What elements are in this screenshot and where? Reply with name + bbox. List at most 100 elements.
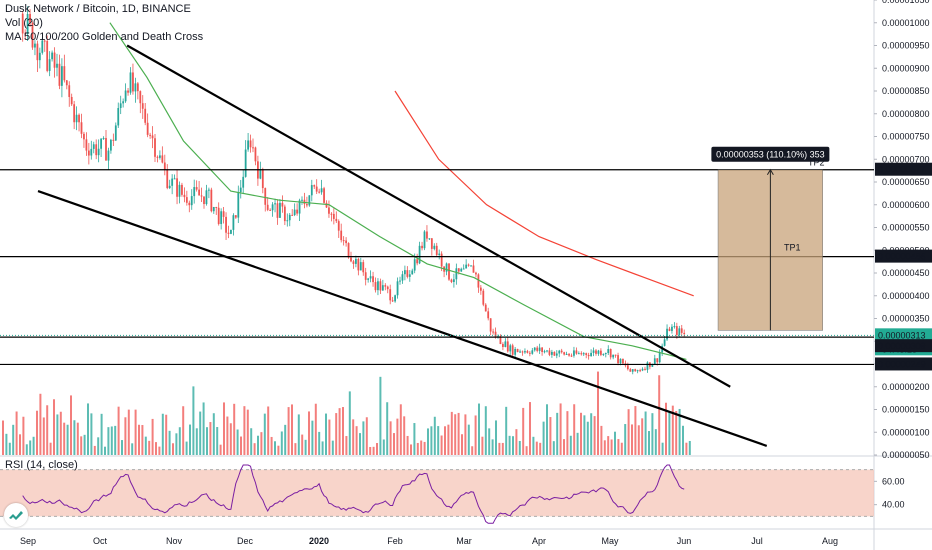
candle-body xyxy=(634,369,637,372)
volume-bar xyxy=(97,437,100,455)
candle-body xyxy=(75,114,78,123)
volume-bar xyxy=(240,436,242,455)
volume-bar xyxy=(76,422,79,455)
candle-body xyxy=(369,276,372,279)
candle-body xyxy=(465,264,468,269)
volume-bar xyxy=(675,411,678,455)
volume-bar xyxy=(423,441,426,455)
candle-body xyxy=(190,196,193,206)
price-tick-label: 0.00000900 xyxy=(882,63,930,73)
volume-bar xyxy=(250,428,253,455)
rsi-legend: RSI (14, close) xyxy=(5,459,78,471)
candle-body xyxy=(114,125,117,141)
price-tick-label: 0.00000850 xyxy=(882,86,930,96)
candle-body xyxy=(587,354,590,357)
volume-bar xyxy=(304,439,307,455)
candle-body xyxy=(53,52,56,68)
candle-body xyxy=(541,347,543,352)
candle-body xyxy=(399,280,401,282)
wedge-upper-line[interactable] xyxy=(126,44,731,388)
volume-bar xyxy=(610,439,613,455)
candle-body xyxy=(156,156,159,158)
candle-body xyxy=(293,209,296,216)
volume-bar xyxy=(593,416,596,455)
candle-body xyxy=(43,40,46,42)
time-tick-label: Aug xyxy=(822,536,838,546)
candle-body xyxy=(467,264,470,266)
volume-bar xyxy=(172,443,174,455)
candle-body xyxy=(479,287,482,291)
volume-bar xyxy=(559,403,562,455)
volume-bar xyxy=(461,434,463,455)
candle-body xyxy=(394,295,396,302)
candle-body xyxy=(34,43,36,48)
tradingview-logo-icon[interactable] xyxy=(4,503,28,527)
candle-body xyxy=(533,347,536,351)
candle-body xyxy=(313,185,316,187)
time-tick-label: Nov xyxy=(166,536,183,546)
candle-body xyxy=(597,350,600,354)
candle-body xyxy=(252,147,254,149)
rsi-tick-label: 40.00 xyxy=(882,500,905,510)
volume-bar xyxy=(416,442,419,455)
volume-bar xyxy=(498,442,501,455)
volume-bar xyxy=(430,426,433,455)
candle-body xyxy=(563,352,566,355)
volume-bar xyxy=(359,433,361,455)
candle-body xyxy=(58,63,61,86)
volume-bar xyxy=(100,413,103,455)
candle-body xyxy=(141,103,144,109)
volume-bar xyxy=(314,403,317,455)
candle-body xyxy=(592,350,595,353)
volume-bar xyxy=(406,435,409,455)
candle-body xyxy=(308,195,311,206)
volume-bar xyxy=(457,412,460,455)
support-b-price-label: 0.00000249 xyxy=(878,359,926,369)
volume-bar xyxy=(168,430,171,455)
candle-body xyxy=(590,352,592,357)
candle-body xyxy=(381,285,384,291)
candle-body xyxy=(663,339,666,346)
candle-body xyxy=(110,139,112,151)
volume-bar xyxy=(474,415,477,455)
candle-body xyxy=(355,258,357,264)
candle-body xyxy=(595,350,597,354)
candle-body xyxy=(301,199,303,201)
candle-body xyxy=(580,353,583,355)
candle-body xyxy=(675,326,678,335)
candle-body xyxy=(274,203,276,205)
candle-body xyxy=(92,144,95,149)
candle-body xyxy=(401,274,404,281)
candle-body xyxy=(526,351,529,353)
candle-body xyxy=(222,211,225,217)
volume-bar xyxy=(294,443,297,455)
volume-legend: Vol (20) xyxy=(5,17,43,29)
volume-bar xyxy=(83,434,86,455)
volume-bar xyxy=(464,414,467,455)
candle-body xyxy=(504,341,507,347)
tp2-price-label: 0.00000677 xyxy=(878,165,926,175)
volume-bar xyxy=(607,436,610,455)
candle-body xyxy=(315,186,318,192)
candle-body xyxy=(656,358,659,363)
current-price-label-bg xyxy=(875,328,932,342)
volume-bar xyxy=(620,442,623,455)
candle-body xyxy=(426,231,428,239)
candle-body xyxy=(173,178,176,180)
volume-bar xyxy=(124,417,127,455)
wedge-lower-line[interactable] xyxy=(37,190,768,447)
candle-body xyxy=(80,122,83,134)
candle-body xyxy=(489,318,492,332)
candle-body xyxy=(335,218,338,222)
candle-body xyxy=(266,204,269,210)
candle-body xyxy=(225,216,227,233)
time-tick-label: Jul xyxy=(751,536,763,546)
candle-body xyxy=(107,150,110,161)
candle-body xyxy=(203,196,205,205)
volume-bar xyxy=(15,411,18,455)
tp2-label: TP2 xyxy=(808,158,825,168)
candle-body xyxy=(570,355,573,357)
volume-bar xyxy=(580,412,582,455)
candle-body xyxy=(626,365,629,370)
